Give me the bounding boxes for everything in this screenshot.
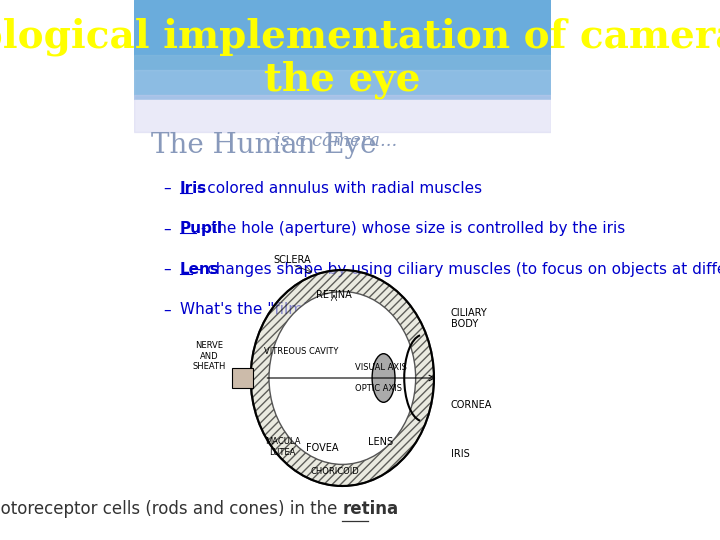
Text: retina: retina bbox=[342, 501, 398, 518]
Text: CHORICOID: CHORICOID bbox=[310, 467, 359, 476]
Text: Biological implementation of camera:: Biological implementation of camera: bbox=[0, 17, 720, 56]
Bar bbox=[134, 94, 551, 132]
Ellipse shape bbox=[251, 270, 434, 486]
Text: CORNEA: CORNEA bbox=[451, 400, 492, 410]
Text: the eye: the eye bbox=[264, 60, 420, 99]
Text: VISUAL AXIS: VISUAL AXIS bbox=[355, 362, 407, 372]
Bar bbox=[134, 55, 551, 100]
Text: LENS: LENS bbox=[368, 437, 393, 448]
Text: - changes shape by using ciliary muscles (to focus on objects at different dista: - changes shape by using ciliary muscles… bbox=[192, 262, 720, 277]
Ellipse shape bbox=[269, 292, 415, 464]
Text: RETINA: RETINA bbox=[316, 290, 352, 300]
Text: CILIARY
BODY: CILIARY BODY bbox=[451, 308, 487, 329]
Text: - colored annulus with radial muscles: - colored annulus with radial muscles bbox=[192, 181, 482, 196]
Text: - the hole (aperture) whose size is controlled by the iris: - the hole (aperture) whose size is cont… bbox=[196, 221, 625, 237]
Text: Lens: Lens bbox=[180, 262, 220, 277]
Text: IRIS: IRIS bbox=[451, 449, 469, 458]
Text: NERVE
AND
SHEATH: NERVE AND SHEATH bbox=[192, 341, 225, 372]
Text: OPTIC AXIS: OPTIC AXIS bbox=[355, 384, 402, 394]
Text: – photoreceptor cells (rods and cones) in the: – photoreceptor cells (rods and cones) i… bbox=[0, 501, 342, 518]
Text: Pupil: Pupil bbox=[180, 221, 223, 237]
Text: Iris: Iris bbox=[180, 181, 207, 196]
Text: SCLERA: SCLERA bbox=[273, 254, 311, 265]
Text: –: – bbox=[163, 221, 171, 237]
Text: What's the "film"?: What's the "film"? bbox=[180, 302, 318, 318]
Text: VITREOUS CAVITY: VITREOUS CAVITY bbox=[264, 347, 338, 355]
Bar bbox=[134, 70, 551, 100]
Text: MACULA
LUTEA: MACULA LUTEA bbox=[265, 437, 300, 457]
Text: –: – bbox=[163, 302, 171, 318]
Text: –: – bbox=[163, 181, 171, 196]
Bar bbox=[134, 0, 551, 100]
Bar bbox=[232, 368, 253, 388]
Text: is a camera...: is a camera... bbox=[269, 132, 397, 150]
Text: –: – bbox=[163, 262, 171, 277]
Bar bbox=[134, 100, 551, 540]
Ellipse shape bbox=[372, 354, 395, 402]
Text: The Human Eye: The Human Eye bbox=[150, 132, 376, 159]
Text: FOVEA: FOVEA bbox=[306, 443, 338, 453]
